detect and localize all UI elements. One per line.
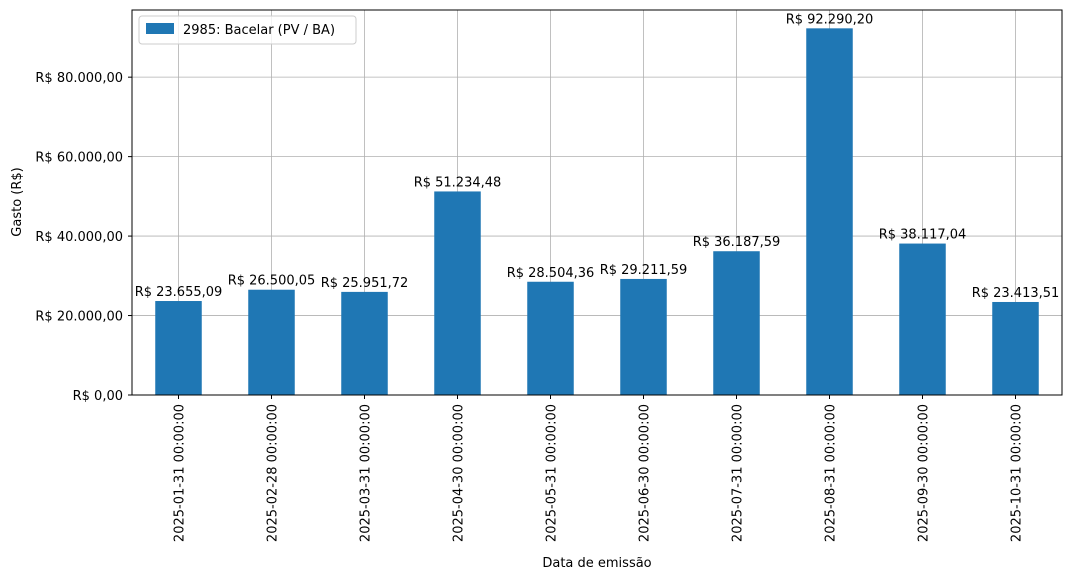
- bar-value-label: R$ 23.655,09: [135, 285, 223, 300]
- bar-value-label: R$ 23.413,51: [972, 286, 1060, 301]
- legend-box: [138, 15, 357, 45]
- x-tick-label: 2025-01-31 00:00:00: [173, 404, 188, 542]
- x-axis: 2025-01-31 00:00:00 2025-02-28 00:00:00 20…: [173, 395, 1025, 542]
- x-tick-label: 2025-07-31 00:00:00: [731, 404, 746, 542]
- bar-value-label: R$ 38.117,04: [879, 228, 967, 243]
- y-tick-label: R$ 40.000,00: [35, 230, 123, 245]
- bar-value-label: R$ 29.211,59: [600, 263, 688, 278]
- x-tick-label: 2025-10-31 00:00:00: [1010, 404, 1025, 542]
- plot-frame: [131, 9, 1063, 396]
- bar: [155, 301, 202, 395]
- legend: 2985: Bacelar (PV / BA): [138, 15, 357, 45]
- legend-label: 2985: Bacelar (PV / BA): [183, 23, 335, 38]
- y-axis-title: Gasto (R$): [10, 167, 25, 236]
- x-tick-label: 2025-06-30 00:00:00: [638, 404, 653, 542]
- y-tick-label: R$ 80.000,00: [35, 71, 123, 86]
- bar: [620, 278, 667, 395]
- bar: [248, 289, 295, 395]
- bar: [806, 28, 853, 395]
- bar: [713, 251, 760, 395]
- x-tick-label: 2025-08-31 00:00:00: [824, 404, 839, 542]
- bar: [527, 281, 574, 395]
- y-tick-label: R$ 0,00: [73, 389, 123, 404]
- y-tick-label: R$ 20.000,00: [35, 310, 123, 325]
- bar: [341, 291, 388, 395]
- x-tick-label: 2025-02-28 00:00:00: [266, 404, 281, 542]
- bar: [899, 243, 946, 395]
- bar-value-label: R$ 92.290,20: [786, 12, 874, 27]
- legend-swatch: [146, 23, 174, 34]
- bar: [992, 301, 1039, 395]
- x-tick-label: 2025-05-31 00:00:00: [545, 404, 560, 542]
- bars: [155, 28, 1039, 395]
- x-axis-title: Data de emissão: [542, 556, 651, 571]
- bar-value-label: R$ 36.187,59: [693, 235, 781, 250]
- y-tick-label: R$ 60.000,00: [35, 151, 123, 166]
- x-tick-label: 2025-04-30 00:00:00: [452, 404, 467, 542]
- x-tick-label: 2025-09-30 00:00:00: [917, 404, 932, 542]
- bar: [434, 191, 481, 395]
- bar-value-label: R$ 28.504,36: [507, 266, 595, 281]
- y-axis: R$ 0,00 R$ 20.000,00 R$ 40.000,00 R$ 60.000…: [35, 71, 132, 404]
- x-tick-label: 2025-03-31 00:00:00: [359, 404, 374, 542]
- bar-value-label: R$ 26.500,05: [228, 274, 316, 289]
- bar-value-label: R$ 51.234,48: [414, 175, 502, 190]
- data-labels: R$ 23.655,09 R$ 26.500,05 R$ 25.951,72 R$ 5…: [135, 12, 1060, 301]
- bar-value-label: R$ 25.951,72: [321, 276, 409, 291]
